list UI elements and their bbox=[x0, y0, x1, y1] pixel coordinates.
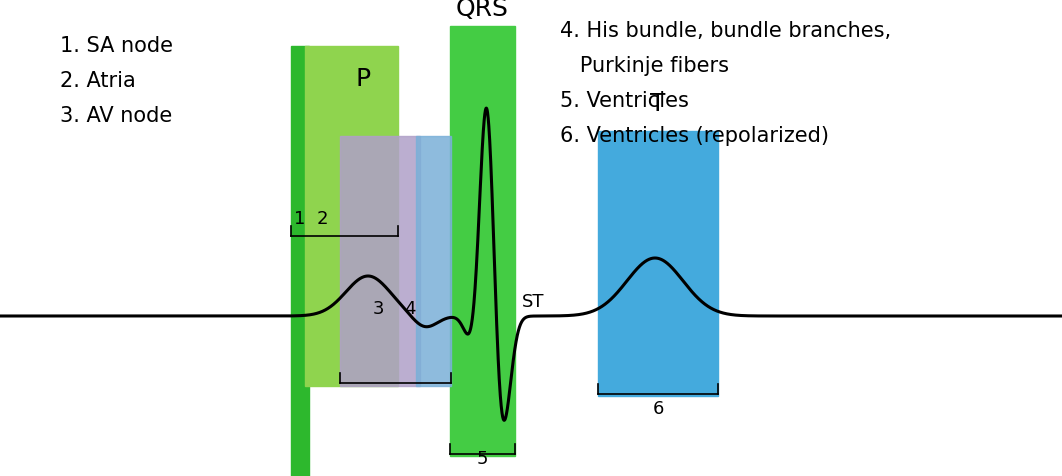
Bar bbox=[340, 136, 419, 386]
Text: 5. Ventricles: 5. Ventricles bbox=[560, 91, 689, 111]
Text: 6: 6 bbox=[652, 400, 664, 418]
Text: 2: 2 bbox=[316, 210, 328, 228]
Text: 5: 5 bbox=[476, 450, 487, 468]
Text: 3: 3 bbox=[373, 300, 383, 318]
Bar bbox=[305, 46, 398, 386]
Bar bbox=[598, 131, 718, 396]
Text: QRS: QRS bbox=[456, 0, 509, 21]
Text: ST: ST bbox=[523, 293, 545, 311]
Text: 4. His bundle, bundle branches,: 4. His bundle, bundle branches, bbox=[560, 21, 891, 41]
Text: 1: 1 bbox=[294, 210, 306, 228]
Bar bbox=[450, 26, 515, 456]
Text: 6. Ventricles (repolarized): 6. Ventricles (repolarized) bbox=[560, 126, 829, 146]
Text: 4: 4 bbox=[405, 300, 415, 318]
Text: 1. SA node: 1. SA node bbox=[59, 36, 173, 56]
Bar bbox=[291, 46, 309, 476]
Text: 3. AV node: 3. AV node bbox=[59, 106, 172, 126]
Text: Purkinje fibers: Purkinje fibers bbox=[560, 56, 729, 76]
Text: P: P bbox=[356, 67, 371, 91]
Bar bbox=[416, 136, 451, 386]
Text: 2. Atria: 2. Atria bbox=[59, 71, 136, 91]
Text: T: T bbox=[650, 92, 666, 116]
